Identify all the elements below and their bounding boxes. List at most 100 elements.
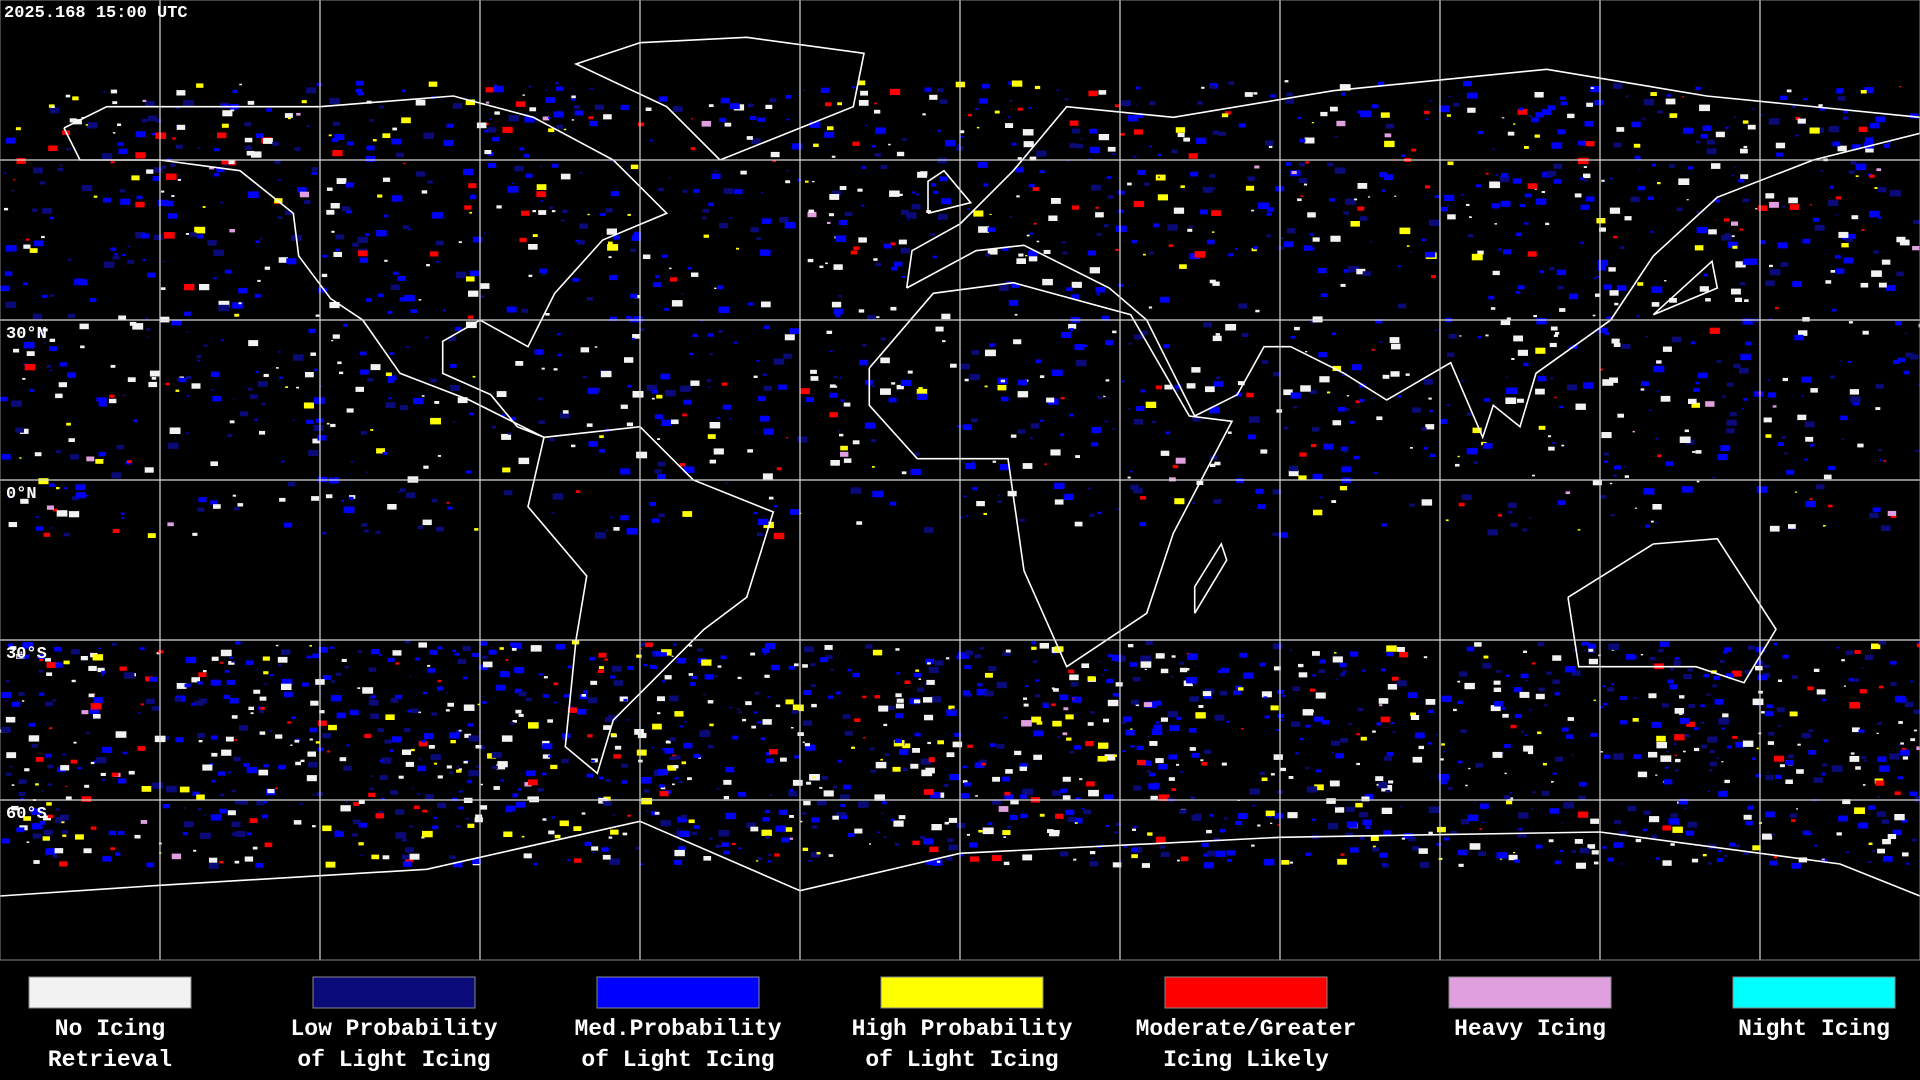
- icing-pixel: [665, 740, 671, 744]
- icing-pixel: [623, 698, 628, 702]
- icing-pixel: [382, 177, 391, 182]
- icing-pixel: [575, 490, 581, 493]
- icing-pixel: [998, 806, 1009, 812]
- icing-pixel: [357, 650, 362, 653]
- icing-pixel: [1660, 395, 1671, 402]
- icing-pixel: [1893, 359, 1900, 364]
- icing-pixel: [1583, 166, 1587, 168]
- icing-pixel: [328, 724, 337, 731]
- icing-pixel: [823, 790, 834, 797]
- icing-pixel: [1836, 90, 1842, 94]
- icing-pixel: [657, 474, 666, 480]
- icing-pixel: [335, 248, 340, 252]
- icing-pixel: [1609, 290, 1619, 296]
- icing-pixel: [281, 683, 292, 690]
- icing-pixel: [658, 784, 665, 788]
- icing-pixel: [117, 142, 124, 146]
- icing-pixel: [658, 513, 665, 518]
- icing-pixel: [263, 801, 268, 804]
- icing-pixel: [1696, 226, 1707, 234]
- icing-pixel: [1553, 163, 1563, 169]
- icing-pixel: [542, 694, 549, 698]
- icing-pixel: [1552, 679, 1560, 685]
- icing-pixel: [605, 529, 609, 532]
- icing-pixel: [1370, 836, 1379, 841]
- icing-pixel: [1679, 695, 1685, 699]
- icing-pixel: [1657, 454, 1662, 458]
- icing-pixel: [221, 160, 229, 165]
- icing-pixel: [1535, 388, 1545, 395]
- icing-pixel: [48, 145, 58, 151]
- icing-pixel: [15, 127, 21, 131]
- icing-pixel: [1518, 828, 1523, 831]
- icing-pixel: [1835, 214, 1838, 216]
- icing-pixel: [640, 777, 652, 784]
- icing-pixel: [1448, 787, 1453, 790]
- icing-pixel: [23, 341, 35, 349]
- icing-pixel: [9, 765, 13, 768]
- icing-pixel: [1071, 281, 1082, 288]
- icing-pixel: [603, 801, 612, 807]
- icing-pixel: [902, 743, 911, 749]
- icing-pixel: [1219, 828, 1226, 833]
- icing-pixel: [1858, 822, 1869, 829]
- icing-pixel: [1774, 755, 1785, 762]
- icing-pixel: [1665, 98, 1676, 105]
- icing-pixel: [1428, 709, 1434, 713]
- icing-pixel: [328, 134, 332, 137]
- icing-pixel: [93, 195, 98, 198]
- icing-pixel: [1356, 733, 1360, 736]
- icing-pixel: [1897, 357, 1906, 363]
- icing-pixel: [296, 386, 299, 389]
- icing-pixel: [447, 506, 453, 510]
- icing-pixel: [344, 665, 349, 669]
- icing-pixel: [1475, 184, 1481, 188]
- icing-pixel: [1062, 251, 1068, 255]
- icing-pixel: [1371, 104, 1379, 109]
- icing-pixel: [1896, 236, 1906, 243]
- icing-pixel: [1860, 282, 1869, 288]
- icing-pixel: [1312, 473, 1323, 480]
- icing-pixel: [964, 378, 969, 382]
- icing-pixel: [810, 684, 816, 688]
- icing-pixel: [1504, 772, 1507, 775]
- icing-pixel: [1440, 206, 1449, 212]
- icing-pixel: [1194, 665, 1197, 667]
- icing-pixel: [67, 258, 72, 261]
- icing-pixel: [506, 306, 517, 313]
- icing-pixel: [639, 647, 642, 650]
- icing-pixel: [1496, 174, 1499, 176]
- icing-pixel: [198, 497, 207, 503]
- icing-pixel: [1708, 862, 1712, 865]
- icing-pixel: [1270, 822, 1273, 824]
- icing-pixel: [526, 697, 532, 702]
- icing-pixel: [747, 302, 753, 306]
- icing-pixel: [1017, 379, 1027, 386]
- icing-pixel: [1534, 134, 1540, 138]
- icing-pixel: [422, 830, 433, 838]
- icing-pixel: [833, 264, 843, 270]
- icing-pixel: [1863, 87, 1874, 94]
- icing-pixel: [1, 726, 11, 733]
- icing-pixel: [90, 826, 97, 830]
- icing-pixel: [1331, 752, 1334, 754]
- icing-pixel: [978, 759, 987, 765]
- icing-pixel: [62, 834, 67, 837]
- icing-pixel: [1396, 680, 1407, 687]
- map-frame: [0, 0, 1920, 961]
- icing-pixel: [1239, 652, 1248, 658]
- icing-pixel: [1016, 195, 1020, 198]
- icing-pixel: [1700, 704, 1705, 707]
- icing-pixel: [80, 345, 85, 349]
- icing-pixel: [1171, 788, 1177, 791]
- icing-pixel: [669, 756, 676, 760]
- icing-pixel: [637, 122, 645, 127]
- icing-pixel: [999, 464, 1011, 471]
- icing-pixel: [54, 646, 62, 652]
- icing-pixel: [450, 364, 457, 368]
- icing-pixel: [1407, 692, 1418, 698]
- icing-pixel: [1412, 756, 1423, 763]
- icing-pixel: [147, 272, 156, 278]
- icing-pixel: [1075, 359, 1087, 367]
- icing-pixel: [671, 419, 679, 425]
